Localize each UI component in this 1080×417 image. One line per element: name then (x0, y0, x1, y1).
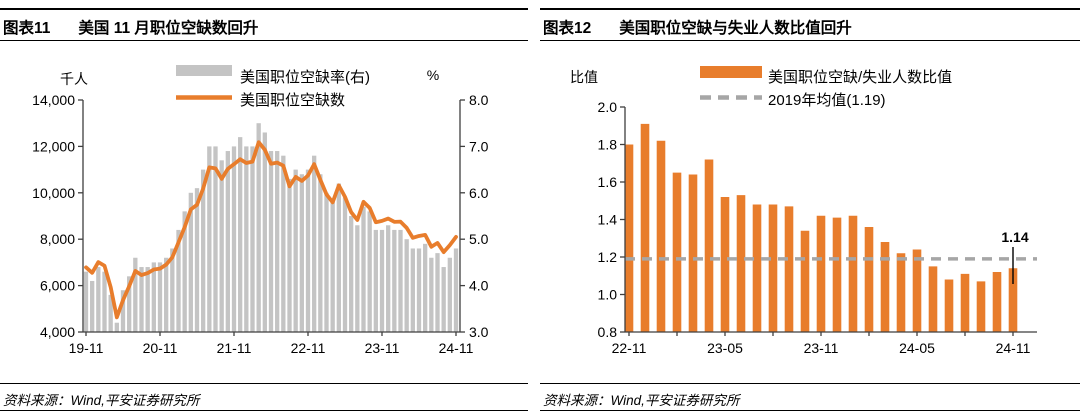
left-axis-tick-label: 10,000 (32, 185, 75, 201)
axes (78, 99, 465, 336)
legend-bar-label: 美国职位空缺率(右) (240, 69, 370, 86)
left-axis-tick-label: 8,000 (40, 231, 75, 247)
right-axis-tick-label: 5.0 (469, 231, 489, 247)
x-axis-tick-label: 19-11 (69, 340, 104, 356)
y-axis-tick-label: 1.6 (598, 174, 618, 190)
x-axis-tick-label: 24-11 (439, 340, 474, 356)
y-axis-unit: 比值 (570, 69, 598, 85)
y-axis-tick-label: 2.0 (598, 99, 618, 115)
ratio-bars (624, 123, 1018, 333)
right-axis-tick-label: 3.0 (469, 324, 489, 340)
figure-12-tag: 图表12 (543, 20, 592, 37)
x-axis-tick-label: 23-05 (707, 340, 743, 356)
left-axis-tick-label: 14,000 (32, 92, 75, 108)
legend-reference-label: 2019年均值(1.19) (768, 92, 886, 109)
right-axis-tick-label: 6.0 (469, 185, 489, 201)
figure-12-source: 资料来源：Wind,平安证券研究所 (540, 383, 1080, 411)
legend-line-label: 美国职位空缺数 (240, 92, 345, 109)
figure-12-panel: 图表12 美国职位空缺与失业人数比值回升 2.0 1.8 1.6 1.4 1.2 1.0 0… (540, 8, 1080, 411)
source-text: 资料来源：Wind,平安证券研究所 (3, 393, 200, 408)
legend-bar-label: 美国职位空缺/失业人数比值 (768, 69, 952, 86)
figure-12-header: 图表12 美国职位空缺与失业人数比值回升 (540, 8, 1080, 41)
left-axis-tick-label: 4,000 (40, 324, 75, 340)
legend: 美国职位空缺率(右) 美国职位空缺数 (176, 65, 370, 109)
x-axis-tick-label: 23-11 (804, 340, 839, 356)
x-axis-tick-label: 24-05 (899, 340, 935, 356)
source-text: 资料来源：Wind,平安证券研究所 (543, 393, 740, 408)
last-value-annotation: 1.14 (1001, 229, 1028, 245)
left-axis-unit: 千人 (60, 71, 88, 87)
job-openings-line (84, 140, 458, 320)
y-axis-tick-label: 0.8 (598, 324, 618, 340)
x-axis-tick-label: 22-11 (291, 340, 326, 356)
job-openings-chart: 14,000 12,000 10,000 8,000 6,000 4,000 8.0 7.0 6… (32, 65, 489, 356)
y-axis-tick-label: 1.2 (598, 249, 618, 265)
right-axis-unit: % (427, 67, 439, 83)
axes (620, 106, 1037, 336)
figure-11-source: 资料来源：Wind,平安证券研究所 (0, 383, 528, 411)
job-openings-chart-area: 14,000 12,000 10,000 8,000 6,000 4,000 8.0 7.0 6… (0, 41, 528, 383)
x-axis-tick-label: 22-11 (612, 340, 647, 356)
right-axis-tick-label: 4.0 (469, 278, 489, 294)
figure-11-title: 美国 11 月职位空缺数回升 (78, 20, 259, 37)
x-axis-tick-label: 23-11 (365, 340, 400, 356)
legend: 美国职位空缺/失业人数比值 2019年均值(1.19) (700, 66, 952, 109)
vacancy-rate-bars (83, 123, 459, 332)
x-axis-tick-label: 20-11 (143, 340, 178, 356)
y-axis-tick-label: 1.0 (598, 287, 618, 303)
right-axis-tick-label: 8.0 (469, 92, 489, 108)
left-axis-tick-label: 6,000 (40, 278, 75, 294)
legend-bar-swatch (176, 65, 232, 76)
figure-11-tag: 图表11 (3, 20, 51, 37)
legend-bar-swatch (700, 66, 762, 78)
figure-12-title: 美国职位空缺与失业人数比值回升 (619, 20, 852, 37)
ratio-chart-area: 2.0 1.8 1.6 1.4 1.2 1.0 0.8 22-11 23-05 23-11 24-0… (540, 41, 1080, 383)
right-axis-tick-label: 7.0 (469, 138, 489, 154)
y-axis-tick-label: 1.8 (598, 137, 618, 153)
figure-11-panel: 图表11 美国 11 月职位空缺数回升 14,000 12,000 10,000 8,… (0, 8, 528, 411)
ratio-chart: 2.0 1.8 1.6 1.4 1.2 1.0 0.822-11 23-05 23-11 24-0… (570, 66, 1037, 356)
left-axis-tick-label: 12,000 (32, 138, 75, 154)
x-axis-tick-label: 21-11 (217, 340, 252, 356)
figure-11-header: 图表11 美国 11 月职位空缺数回升 (0, 8, 528, 41)
x-axis-tick-label: 24-11 (996, 340, 1031, 356)
y-axis-tick-label: 1.4 (598, 212, 618, 228)
